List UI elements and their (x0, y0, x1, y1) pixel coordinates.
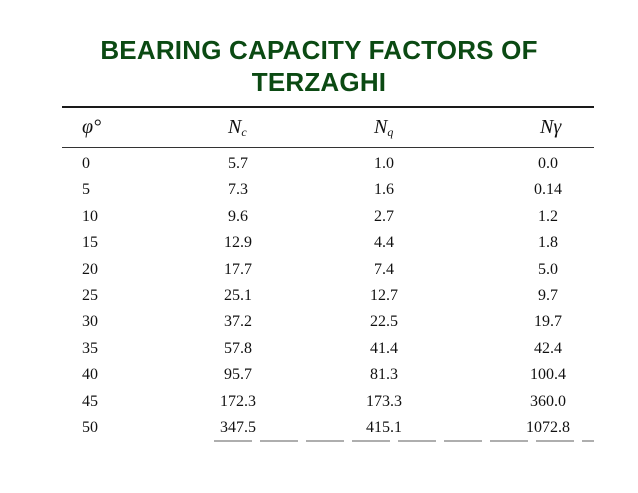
cell-phi: 40 (82, 366, 98, 384)
cell-nq: 1.0 (374, 155, 394, 172)
cell-phi: 45 (82, 392, 98, 410)
cell-nc: 172.3 (220, 392, 256, 410)
cell-ngamma: 0.14 (534, 181, 562, 199)
cell-nc: 37.2 (224, 313, 252, 331)
cell-phi: 0 (82, 155, 90, 172)
cell-ngamma: 100.4 (530, 366, 566, 384)
header-nq-sub: q (387, 125, 394, 139)
cell-nq: 22.5 (370, 313, 398, 331)
cell-ngamma: 360.0 (530, 392, 566, 410)
cell-nc: 7.3 (228, 181, 248, 199)
cell-nq: 81.3 (370, 366, 398, 384)
cell-nq: 41.4 (370, 339, 398, 357)
cell-nc: 95.7 (224, 366, 252, 384)
table-header-rule (62, 147, 594, 148)
cell-phi: 30 (82, 313, 98, 331)
cell-nc: 57.8 (224, 339, 252, 357)
cell-nq: 2.7 (374, 207, 394, 225)
cell-phi: 35 (82, 339, 98, 357)
cell-ngamma: 0.0 (538, 155, 558, 172)
header-nc-main: N (228, 116, 242, 138)
header-nc: Nc (228, 116, 247, 140)
cell-nq: 415.1 (366, 419, 402, 436)
cell-phi: 50 (82, 419, 98, 436)
cell-ngamma: 19.7 (534, 313, 562, 331)
title-line-2: TERZAGHI (251, 67, 387, 97)
cell-nc: 17.7 (224, 260, 252, 278)
cell-ngamma: 42.4 (534, 339, 562, 357)
header-ngamma: Nγ (540, 116, 562, 138)
header-phi: φ° (82, 116, 102, 138)
header-nq-main: N (374, 116, 388, 138)
cell-ngamma: 5.0 (538, 260, 558, 278)
cell-phi: 20 (82, 260, 98, 278)
cell-nc: 347.5 (220, 419, 256, 436)
cell-phi: 5 (82, 181, 90, 199)
cell-nq: 173.3 (366, 392, 402, 410)
cell-nq: 4.4 (374, 234, 394, 252)
header-nq: Nq (374, 116, 393, 140)
title-line-1: BEARING CAPACITY FACTORS OF (100, 35, 538, 65)
cell-ngamma: 9.7 (538, 287, 558, 304)
cell-nq: 12.7 (370, 287, 398, 304)
table-top-rule (62, 106, 594, 108)
page-title: BEARING CAPACITY FACTORS OF TERZAGHI (0, 34, 638, 98)
cell-ngamma: 1.8 (538, 234, 558, 252)
cell-phi: 10 (82, 207, 98, 225)
cell-nq: 1.6 (374, 181, 394, 199)
table-bottom-rule (214, 440, 594, 442)
cell-nq: 7.4 (374, 260, 394, 278)
cell-ngamma: 1.2 (538, 207, 558, 225)
header-nc-sub: c (241, 125, 247, 139)
cell-phi: 15 (82, 234, 98, 252)
cell-nc: 12.9 (224, 234, 252, 252)
cell-nc: 5.7 (228, 155, 248, 172)
cell-phi: 25 (82, 287, 98, 304)
cell-nc: 9.6 (228, 207, 248, 225)
cell-nc: 25.1 (224, 287, 252, 304)
cell-ngamma: 1072.8 (526, 419, 570, 436)
